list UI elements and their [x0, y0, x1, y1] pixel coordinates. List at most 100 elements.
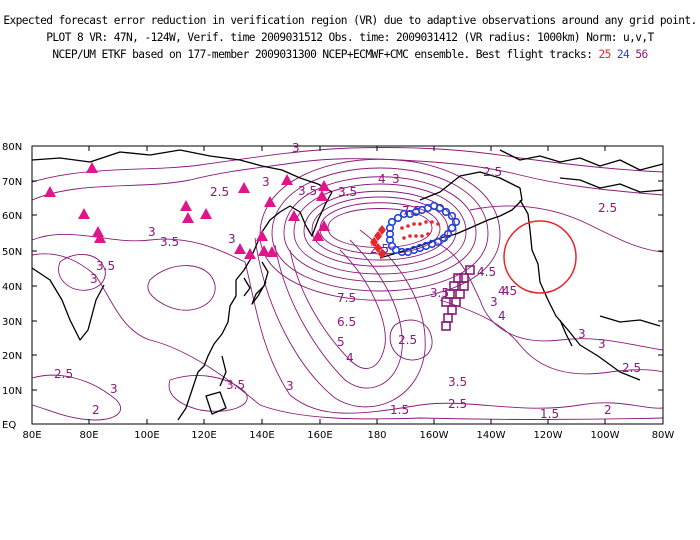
- contour-line: [469, 205, 664, 253]
- contour-label: 2.5: [54, 367, 73, 381]
- track-b-point: [393, 213, 403, 223]
- track-b-point: [441, 207, 451, 217]
- contour-line: [429, 239, 664, 351]
- station-markers: [44, 162, 330, 259]
- contour-line: [271, 167, 489, 292]
- contour-label: 3: [110, 382, 118, 396]
- contour-label: 2.5: [598, 201, 617, 215]
- track-b-point: [451, 217, 461, 227]
- track-inner-point: [420, 234, 424, 238]
- station-marker: [258, 245, 270, 256]
- contour-label: 3: [90, 272, 98, 286]
- station-marker: [44, 186, 56, 197]
- contour-line: [31, 253, 664, 420]
- track-inner-point: [430, 220, 434, 224]
- contour-label: 3: [598, 337, 606, 351]
- contour-line: [389, 319, 433, 361]
- track-a-point: [378, 249, 386, 259]
- track-b-label: 24: [616, 48, 630, 61]
- station-marker: [234, 243, 246, 254]
- track-a-point: [374, 243, 382, 253]
- station-marker: [238, 182, 250, 193]
- coastline: [243, 277, 251, 297]
- track-inner-point: [418, 222, 422, 226]
- coastline: [219, 355, 227, 387]
- coastline: [255, 191, 333, 247]
- contour-label: 2.5: [210, 185, 229, 199]
- contour-label: 3: [490, 295, 498, 309]
- lon-tick-label: 120W: [534, 430, 563, 441]
- lat-tick-label: 10N: [2, 386, 22, 397]
- contour-label: 2.5: [622, 361, 641, 375]
- station-marker: [316, 190, 328, 201]
- coastline: [559, 177, 664, 193]
- contour-label: 2: [92, 403, 100, 417]
- header-line-3-text: NCEP/UM ETKF based on 177-member 2009031…: [52, 48, 599, 61]
- track-c-point: [447, 305, 457, 315]
- station-marker: [318, 180, 330, 191]
- lat-tick-label: EQ: [2, 420, 16, 431]
- station-marker: [86, 162, 98, 173]
- lat-tick-label: 30N: [2, 317, 22, 328]
- contour-line: [31, 147, 664, 183]
- contour-label: 3.5: [96, 259, 115, 273]
- track-inner-point: [402, 236, 406, 240]
- track-b-point: [385, 223, 395, 233]
- contour-line: [31, 374, 122, 421]
- track-b-point: [447, 223, 457, 233]
- contour-label: 2.5: [483, 165, 502, 179]
- track-c-label: 56: [635, 48, 648, 61]
- coastlines: [31, 149, 664, 421]
- lon-tick-label: 180: [367, 430, 386, 441]
- contour-label: 6.5: [337, 315, 356, 329]
- contour-label: 3: [228, 232, 236, 246]
- track-a-point: [370, 237, 378, 247]
- contour-line: [31, 233, 664, 414]
- track-b-point: [435, 203, 445, 213]
- track-inner-point: [406, 224, 410, 228]
- lat-tick-label: 80N: [2, 142, 22, 153]
- axis-ticks: EQ 10N 20N 30N 40N 50N 60N 70N 80N 80E 80E 100E 120E…: [2, 142, 674, 441]
- coastline: [197, 245, 257, 373]
- coastline: [519, 199, 641, 381]
- contour-label: 4.5: [477, 265, 496, 279]
- station-marker: [312, 230, 324, 241]
- contour-label: 7.5: [337, 291, 356, 305]
- contour-label: 3: [148, 225, 156, 239]
- lat-tick-label: 40N: [2, 282, 22, 293]
- contour-label: 4: [502, 284, 510, 298]
- station-marker: [78, 208, 90, 219]
- contour-label: 2: [604, 403, 612, 417]
- contour-line: [439, 299, 664, 375]
- contour-label: 3.5: [160, 235, 179, 249]
- contour-label: 3: [262, 175, 270, 189]
- track-c-point: [465, 265, 475, 275]
- contour-label: 4: [346, 351, 354, 365]
- track-b-point: [439, 233, 449, 243]
- lat-tick-label: 50N: [2, 247, 22, 258]
- contour-line: [327, 208, 433, 248]
- lon-tick-label: 100W: [591, 430, 620, 441]
- contour-label: 4.5: [498, 284, 517, 298]
- track-a-point: [374, 231, 382, 241]
- station-marker: [180, 200, 192, 211]
- station-marker: [244, 248, 256, 259]
- contour-label: 5: [337, 335, 345, 349]
- contour-labels: 2.52.52.52.52.52.52.52.5333333333333.53.…: [54, 141, 641, 421]
- lon-tick-label: 120E: [191, 430, 216, 441]
- station-marker: [264, 196, 276, 207]
- track-inner-point: [400, 226, 404, 230]
- contour-line: [31, 158, 664, 201]
- contour-line: [259, 158, 501, 301]
- contour-line: [147, 265, 216, 311]
- lat-tick-label: 60N: [2, 211, 22, 222]
- header-line-1: Expected forecast error reduction in ver…: [3, 14, 697, 27]
- track-inner-point: [424, 220, 428, 224]
- contour-label: 4: [498, 309, 506, 323]
- lat-tick-label: 20N: [2, 351, 22, 362]
- track-b-point: [447, 211, 457, 221]
- contour-line: [274, 239, 403, 389]
- plot-header: Expected forecast error reduction in ver…: [0, 12, 700, 63]
- contour-label: 3: [578, 327, 586, 341]
